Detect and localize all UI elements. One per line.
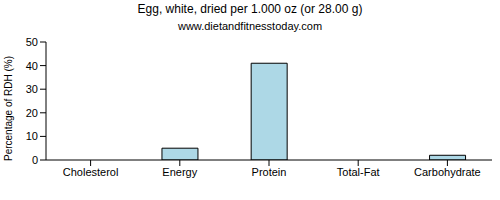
svg-text:0: 0 (32, 154, 38, 166)
svg-text:Total-Fat: Total-Fat (337, 166, 380, 178)
svg-text:Protein: Protein (252, 166, 287, 178)
svg-text:20: 20 (26, 107, 38, 119)
svg-text:50: 50 (26, 36, 38, 48)
svg-text:Carbohydrate: Carbohydrate (414, 166, 481, 178)
svg-text:10: 10 (26, 130, 38, 142)
svg-text:30: 30 (26, 83, 38, 95)
html-text:Egg, white, dried per 1.000 oz: Egg, white, dried per 1.000 oz (or 28.00… (137, 2, 363, 16)
svg-text:Energy: Energy (162, 166, 197, 178)
svg-text:Percentage of RDH (%): Percentage of RDH (%) (8, 56, 14, 161)
html-text:www.dietandfitnesstoday.com: www.dietandfitnesstoday.com (178, 20, 322, 32)
svg-text:40: 40 (26, 60, 38, 72)
svg-text:Cholesterol: Cholesterol (63, 166, 119, 178)
